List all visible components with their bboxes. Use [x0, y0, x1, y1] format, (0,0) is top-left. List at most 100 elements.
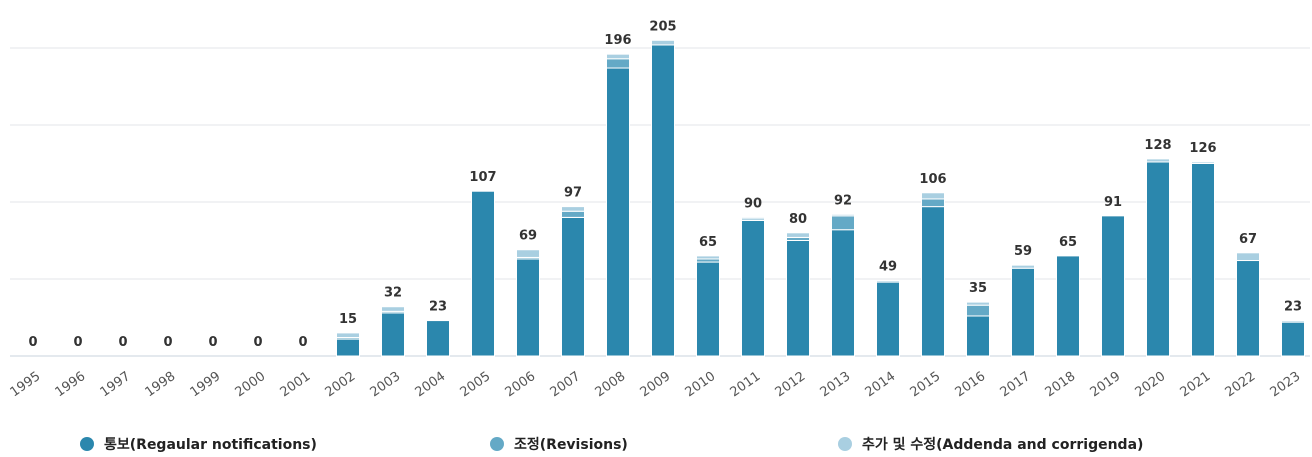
- legend-swatch-revisions: [490, 437, 504, 451]
- bar-segment-regular[interactable]: [516, 258, 540, 357]
- legend-item-regular[interactable]: 통보(Regaular notifications): [80, 434, 317, 454]
- x-tick-label: 2021: [1178, 369, 1214, 400]
- bar-segment-regular[interactable]: [1056, 255, 1080, 357]
- data-label-total: 0: [28, 335, 37, 350]
- x-tick-label: 1998: [143, 369, 179, 400]
- bar-segment-regular[interactable]: [1236, 260, 1260, 357]
- data-label-total: 0: [208, 335, 217, 350]
- data-label-total: 97: [564, 186, 582, 201]
- x-tick-label: 2001: [278, 369, 314, 400]
- bar-segment-regular[interactable]: [336, 338, 360, 357]
- data-label-total: 32: [384, 286, 402, 301]
- x-tick-label: 2020: [1133, 369, 1169, 400]
- bar-segment-regular[interactable]: [696, 261, 720, 357]
- bar-segment-regular[interactable]: [426, 320, 450, 357]
- legend-item-revisions[interactable]: 조정(Revisions): [490, 434, 628, 454]
- data-label-total: 65: [699, 235, 717, 250]
- bar-segment-regular[interactable]: [741, 219, 765, 357]
- data-label-total: 196: [604, 33, 631, 48]
- bar-segment-addenda[interactable]: [786, 232, 810, 238]
- data-label-total: 91: [1104, 195, 1122, 210]
- x-tick-label: 1995: [8, 369, 44, 400]
- legend-item-addenda[interactable]: 추가 및 수정(Addenda and corrigenda): [838, 434, 1143, 454]
- bar-segment-regular[interactable]: [786, 240, 810, 357]
- data-label-total: 35: [969, 281, 987, 296]
- x-tick-label: 2016: [953, 369, 989, 400]
- x-tick-label: 2014: [863, 369, 899, 400]
- bar-segment-addenda[interactable]: [831, 213, 855, 217]
- x-tick-label: 2004: [413, 369, 449, 400]
- legend-label-revisions: 조정(Revisions): [514, 437, 628, 453]
- bar-segment-regular[interactable]: [876, 281, 900, 357]
- bar-segment-addenda[interactable]: [651, 39, 675, 46]
- chart-legend: 통보(Regaular notifications) 조정(Revisions)…: [0, 434, 1312, 456]
- bar-segment-revisions[interactable]: [921, 198, 945, 208]
- data-label-total: 0: [253, 335, 262, 350]
- x-tick-label: 2002: [323, 369, 359, 400]
- x-tick-label: 2022: [1223, 369, 1259, 400]
- bar-segment-regular[interactable]: [921, 206, 945, 357]
- bar-segment-addenda[interactable]: [1281, 320, 1305, 323]
- x-tick-label: 2023: [1268, 369, 1304, 400]
- data-label-total: 0: [118, 335, 127, 350]
- legend-swatch-addenda: [838, 437, 852, 451]
- bar-segment-regular[interactable]: [606, 67, 630, 357]
- bar-segment-regular[interactable]: [1281, 321, 1305, 357]
- data-label-total: 23: [1284, 300, 1302, 315]
- x-tick-label: 2005: [458, 369, 494, 400]
- x-tick-label: 2009: [638, 369, 674, 400]
- bar-segment-addenda[interactable]: [336, 332, 360, 339]
- bar-segment-regular[interactable]: [1146, 161, 1170, 357]
- x-tick-label: 1999: [188, 369, 224, 400]
- bar-segment-addenda[interactable]: [921, 192, 945, 200]
- bar-segment-regular[interactable]: [1101, 215, 1125, 357]
- bar-segment-revisions[interactable]: [966, 304, 990, 317]
- data-label-total: 23: [429, 300, 447, 315]
- bar-segment-addenda[interactable]: [966, 301, 990, 306]
- data-label-total: 67: [1239, 232, 1257, 247]
- data-label-total: 0: [298, 335, 307, 350]
- bar-segment-addenda[interactable]: [1191, 161, 1215, 165]
- x-tick-label: 2013: [818, 369, 854, 400]
- data-label-total: 90: [744, 196, 762, 211]
- bar-segment-regular[interactable]: [966, 315, 990, 357]
- bar-segment-addenda[interactable]: [876, 280, 900, 283]
- bar-segment-addenda[interactable]: [606, 53, 630, 60]
- bar-segment-addenda[interactable]: [381, 306, 405, 312]
- data-label-total: 0: [163, 335, 172, 350]
- legend-label-regular: 통보(Regaular notifications): [104, 437, 317, 453]
- bar-segment-addenda[interactable]: [741, 216, 765, 220]
- legend-swatch-regular: [80, 437, 94, 451]
- x-tick-label: 1997: [98, 369, 134, 400]
- x-tick-label: 2018: [1043, 369, 1079, 400]
- x-tick-label: 2015: [908, 369, 944, 400]
- data-label-total: 49: [879, 260, 897, 275]
- x-tick-label: 2006: [503, 369, 539, 400]
- bar-segment-revisions[interactable]: [606, 58, 630, 69]
- bar-segment-addenda[interactable]: [696, 255, 720, 260]
- bar-segment-addenda[interactable]: [1236, 252, 1260, 262]
- bar-segment-addenda[interactable]: [561, 206, 585, 212]
- x-tick-label: 2003: [368, 369, 404, 400]
- bar-segment-regular[interactable]: [1011, 267, 1035, 357]
- x-tick-label: 2000: [233, 369, 269, 400]
- bar-segment-addenda[interactable]: [1146, 158, 1170, 163]
- bar-segment-regular[interactable]: [1191, 163, 1215, 357]
- data-label-total: 15: [339, 312, 357, 327]
- bar-segment-regular[interactable]: [831, 229, 855, 357]
- bar-segment-addenda[interactable]: [516, 249, 540, 258]
- data-label-total: 126: [1189, 141, 1216, 156]
- bar-segment-revisions[interactable]: [831, 215, 855, 231]
- bar-segment-addenda[interactable]: [1011, 264, 1035, 269]
- bar-segment-regular[interactable]: [651, 44, 675, 357]
- bar-segment-revisions[interactable]: [561, 210, 585, 218]
- data-label-total: 107: [469, 170, 496, 185]
- data-label-total: 205: [649, 19, 676, 34]
- data-label-total: 65: [1059, 235, 1077, 250]
- bar-chart-plot: 0 1995 0 1996 0 1997 0 1998 0 1999 0 2000 0 2001 15 200…: [8, 19, 1310, 400]
- data-label-total: 106: [919, 172, 946, 187]
- bar-segment-regular[interactable]: [471, 190, 495, 357]
- bar-segment-regular[interactable]: [381, 312, 405, 357]
- bar-segment-regular[interactable]: [561, 216, 585, 357]
